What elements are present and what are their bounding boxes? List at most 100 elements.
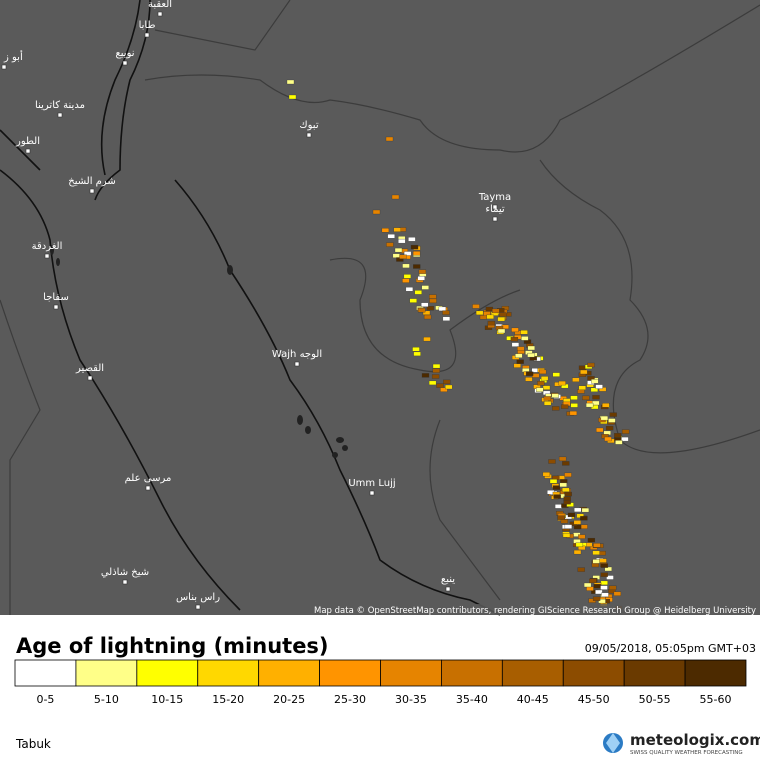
legend-label: 35-40 xyxy=(456,693,488,706)
legend-swatch xyxy=(501,659,564,687)
strike xyxy=(595,589,603,595)
strike xyxy=(538,369,547,375)
strike xyxy=(438,306,447,312)
strike xyxy=(600,563,609,568)
strike xyxy=(587,537,596,543)
strike xyxy=(521,336,529,341)
legend-title: Age of lightning (minutes) xyxy=(16,634,329,658)
place-label: ينبع xyxy=(441,574,455,585)
brand: meteologix.com xyxy=(630,731,760,749)
tagline: SWISS QUALITY WEATHER FORECASTING xyxy=(630,750,743,756)
strike xyxy=(564,491,572,497)
strike xyxy=(582,395,590,401)
strike xyxy=(402,263,410,269)
strike xyxy=(600,572,608,577)
strike xyxy=(600,585,608,590)
strike xyxy=(596,427,604,433)
strike xyxy=(442,316,451,321)
strike xyxy=(525,371,534,376)
strike xyxy=(412,251,421,256)
attribution: Map data © OpenStreetMap contributors, r… xyxy=(314,606,756,616)
strike xyxy=(527,345,535,351)
place-dot xyxy=(306,132,312,138)
place-dot xyxy=(57,112,63,118)
strike xyxy=(485,306,494,312)
strike xyxy=(595,384,603,389)
place-label: القصير xyxy=(75,363,104,374)
strike xyxy=(428,380,437,386)
strike xyxy=(443,379,451,385)
legend-swatch xyxy=(136,659,199,687)
strike xyxy=(429,298,437,304)
strike xyxy=(562,461,570,466)
strike xyxy=(413,264,421,269)
place-dot xyxy=(122,60,128,66)
strike xyxy=(387,234,395,239)
strike xyxy=(593,543,601,548)
strike xyxy=(587,362,595,368)
place-label: Wajh الوجه xyxy=(272,349,322,360)
strike xyxy=(421,285,429,290)
strike xyxy=(580,369,588,375)
strike xyxy=(431,374,440,379)
legend-label: 20-25 xyxy=(273,693,305,706)
place-label: مرسى علم xyxy=(125,473,172,484)
strike xyxy=(392,253,401,258)
strike xyxy=(510,337,519,342)
strike xyxy=(499,312,507,317)
strike xyxy=(543,396,552,401)
place-dot xyxy=(145,485,151,491)
strike xyxy=(402,278,410,283)
borders xyxy=(0,0,760,615)
strike xyxy=(600,580,608,586)
legend-label: 40-45 xyxy=(517,693,549,706)
place-dot xyxy=(195,604,201,610)
strike xyxy=(592,596,601,601)
place-dot xyxy=(294,361,300,367)
strike xyxy=(599,558,607,563)
strike xyxy=(381,228,390,233)
strike xyxy=(391,194,400,200)
place-label: Tayma xyxy=(478,192,511,203)
strike xyxy=(567,512,576,518)
legend-swatch xyxy=(319,659,381,687)
strike xyxy=(570,395,578,400)
place-label: شيخ شاذلي xyxy=(101,567,149,578)
strike xyxy=(552,372,560,377)
coastline xyxy=(0,0,501,616)
strike xyxy=(578,534,586,539)
strike xyxy=(604,566,612,572)
strike xyxy=(442,310,450,315)
strike xyxy=(511,342,520,347)
strike xyxy=(590,387,599,392)
strike xyxy=(418,308,426,313)
strike xyxy=(403,251,412,256)
legend-swatch xyxy=(75,659,138,687)
strike xyxy=(552,406,560,411)
strike xyxy=(549,479,558,484)
legend: 0-5 5-10 10-15 15-20 20-25 25-30 30-35 35-40 40-… xyxy=(14,659,747,706)
place-dot xyxy=(1,64,7,70)
strike xyxy=(621,429,630,434)
strike xyxy=(608,418,616,423)
strike xyxy=(575,542,584,547)
strike xyxy=(581,507,590,513)
strike xyxy=(559,482,567,488)
strike xyxy=(574,507,582,513)
strike xyxy=(557,515,565,520)
strike xyxy=(410,244,419,250)
place-dot xyxy=(369,490,375,496)
strike xyxy=(554,504,563,509)
timestamp: 09/05/2018, 05:05pm GMT+03 xyxy=(585,642,756,655)
strike xyxy=(580,524,588,529)
place-label: الغردقة xyxy=(32,241,63,252)
strike xyxy=(542,472,551,477)
strike xyxy=(602,403,610,408)
strike xyxy=(537,381,545,386)
place-label: العقبة xyxy=(148,0,172,10)
strike xyxy=(372,209,381,215)
strike xyxy=(398,238,406,244)
strike xyxy=(593,584,601,589)
strike xyxy=(604,436,612,442)
